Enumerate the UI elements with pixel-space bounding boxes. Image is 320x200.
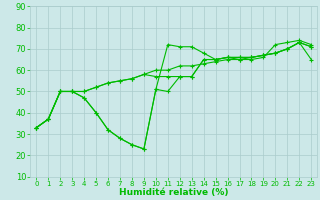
- X-axis label: Humidité relative (%): Humidité relative (%): [119, 188, 228, 197]
